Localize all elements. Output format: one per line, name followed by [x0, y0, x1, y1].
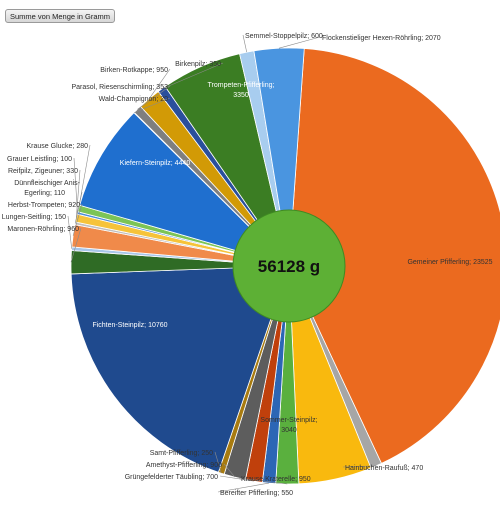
center-total-label: 56128 g [258, 257, 320, 276]
leader-line [70, 227, 82, 263]
leader-lines [67, 34, 377, 493]
slice-label: Kiefern-Steinpilz; 4440 [120, 160, 191, 167]
slice-label: Bereifter Pfifferling; 550 [220, 490, 293, 497]
slice-label: 3040 [281, 427, 297, 434]
slice-label: Lungen-Seitling; 150 [2, 214, 66, 221]
slice-label: Dünnfleischiger Anis- [14, 180, 80, 187]
leader-line [67, 215, 72, 249]
slice-label: Sommer-Steinpilz; [260, 417, 317, 424]
pie-slice [70, 265, 290, 473]
leader-line [238, 477, 288, 485]
leader-line [214, 451, 222, 474]
slice-label: Krause Glucke; 280 [27, 143, 89, 150]
slice-label: Parasol, Riesenschirmling; 353 [72, 84, 169, 91]
slice-label: Fichten-Steinpilz; 10760 [92, 322, 167, 329]
slice-label: Birken-Rotkappe; 950 [100, 67, 168, 74]
slice-label: Samt-Pfifferling; 250 [150, 450, 213, 457]
slice-label: Reifpilz, Zigeuner; 330 [8, 168, 78, 175]
slice-labels: Gemeiner Pfifferling; 23525 Hainbuchen-Ra… [2, 33, 493, 497]
slice-label: Herbst-Trompeten; 920 [8, 202, 80, 209]
slice-label: Maronen-Röhrling; 960 [7, 226, 79, 233]
slice-label: Wald-Champignon; 20 [99, 96, 168, 103]
slice-label: Krause Kraterelle; 950 [241, 476, 311, 483]
slice-label: Grüngefelderter Täubling; 700 [125, 474, 218, 481]
leader-line [148, 68, 171, 99]
slice-label: 3350 [233, 92, 249, 99]
pie-slice [288, 48, 500, 464]
leader-line [278, 36, 321, 49]
leader-line [73, 157, 78, 214]
leader-line [342, 465, 377, 468]
slice-label: Birkenpilz; 350 [175, 61, 221, 68]
leader-line [78, 144, 91, 209]
leader-line [161, 62, 224, 90]
center-total-disc [232, 209, 346, 323]
slice-label: Trompeten-Pfifferling; [208, 82, 275, 89]
leader-line [72, 203, 83, 236]
slice-label: Amethyst-Pfifferling; 900 [146, 462, 222, 469]
leader-line [217, 482, 270, 493]
leader-line [223, 463, 236, 478]
slice-label: Gemeiner Pfifferling; 23525 [407, 259, 492, 266]
pie-slice [79, 112, 290, 267]
slice-label: Egerling; 110 [24, 190, 65, 197]
field-button-sum-quantity[interactable]: Summe von Menge in Gramm [5, 9, 116, 23]
leader-line [242, 34, 247, 53]
slice-label: Flockenstieliger Hexen-Röhrling; 2070 [322, 35, 441, 42]
leader-line [137, 85, 171, 110]
leader-line [219, 475, 254, 482]
slice-label: Grauer Leistling; 100 [7, 156, 72, 163]
slice-label: Semmel-Stoppelpilz; 600 [245, 33, 323, 40]
slice-label: Hainbuchen-Raufuß; 470 [345, 465, 423, 472]
leader-line [133, 97, 171, 113]
leader-line [76, 169, 81, 219]
